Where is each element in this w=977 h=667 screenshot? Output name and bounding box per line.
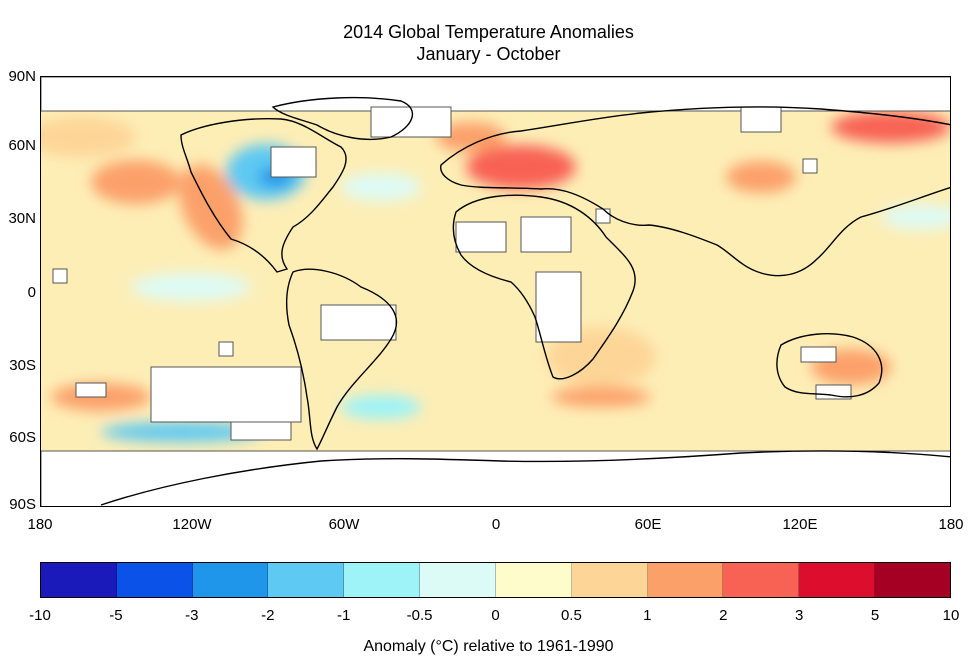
colorbar-segment (116, 563, 193, 597)
colorbar-tick-label: -2 (261, 607, 275, 624)
colorbar-caption: Anomaly (°C) relative to 1961-1990 (363, 638, 614, 655)
no-data-region (815, 384, 852, 400)
coastline-australia (776, 333, 883, 398)
no-data-region (75, 382, 107, 398)
colorbar-tick-label: 3 (794, 607, 804, 624)
anomaly-field (41, 111, 950, 442)
no-data-region (455, 221, 507, 253)
anomaly-patch (551, 387, 651, 407)
colorbar-tick-label: 0.5 (560, 607, 582, 624)
no-data-region (800, 346, 837, 363)
map-canvas (41, 77, 950, 506)
coastlines (100, 96, 950, 506)
anomaly-patch (179, 164, 243, 250)
anomaly-patch (101, 422, 261, 442)
lon-label-0: 0 (491, 516, 501, 533)
no-data-region (218, 341, 234, 357)
no-data-region (230, 421, 292, 441)
map-subtitle: January - October (416, 44, 561, 64)
no-data-region (41, 77, 950, 112)
colorbar-segment (420, 563, 496, 597)
colorbar-segment (268, 563, 345, 597)
map-title: 2014 Global Temperature Anomalies (343, 22, 634, 42)
coastline-eurasia (440, 106, 950, 277)
no-data-region (595, 208, 611, 224)
anomaly-patch (41, 117, 136, 157)
no-data-region (270, 146, 317, 178)
colorbar-tick-label: -3 (185, 607, 199, 624)
anomaly-patch (341, 173, 421, 201)
world-anomaly-map (40, 76, 951, 507)
anomaly-patch (91, 160, 181, 204)
lon-label-60e: 60E (634, 516, 662, 533)
colorbar-tick-label: -10 (29, 607, 51, 624)
colorbar-segment (799, 563, 876, 597)
anomaly-patch (341, 395, 421, 419)
no-data-region (320, 304, 397, 341)
anomaly-patch (436, 122, 506, 152)
lon-label-60w: 60W (328, 516, 360, 533)
no-data-region (41, 450, 950, 506)
lat-label-90s: 90S (9, 496, 36, 513)
lat-label-60s: 60S (9, 429, 36, 446)
coastline-greenland (271, 96, 414, 140)
lon-label-180w: 180 (27, 516, 53, 533)
colorbar-tick-label: -5 (109, 607, 123, 624)
coastline-south-america (285, 268, 398, 451)
colorbar-tick-label: -0.5 (406, 607, 433, 624)
coastline-north-america (180, 117, 347, 273)
colorbar-segment (875, 563, 950, 597)
no-data-region (150, 366, 302, 423)
lon-label-120w: 120W (172, 516, 212, 533)
anomaly-patch (726, 161, 796, 193)
anomaly-patch (466, 145, 576, 189)
colorbar-segment (571, 563, 648, 597)
no-data-region (52, 268, 68, 284)
lat-label-90n: 90N (8, 68, 36, 85)
colorbar-tick-label: 1 (643, 607, 652, 624)
lat-label-60n: 60N (8, 137, 36, 154)
colorbar-tick-label: 5 (870, 607, 880, 624)
no-data-region (370, 106, 452, 138)
colorbar-tick-label: -1 (336, 607, 351, 624)
colorbar-segment (723, 563, 800, 597)
coastline-africa (452, 194, 636, 380)
colorbar-segment (192, 563, 269, 597)
coastline-antarctica (100, 450, 950, 506)
colorbar-segment (344, 563, 421, 597)
colorbar-tick-label: 10 (942, 607, 960, 624)
anomaly-patch (881, 205, 950, 229)
colorbar-segment (41, 563, 117, 597)
lon-label-120e: 120E (782, 516, 818, 533)
no-data-region (802, 158, 818, 174)
no-data-region (535, 271, 582, 343)
lat-label-30s: 30S (9, 357, 36, 374)
colorbar-segment (495, 563, 572, 597)
lat-label-equator: 0 (27, 284, 36, 301)
lon-label-180e: 180 (938, 516, 964, 533)
anomaly-colorbar (40, 562, 951, 598)
lat-label-30n: 30N (8, 210, 36, 227)
colorbar-tick-label: 2 (719, 607, 728, 624)
colorbar-segment (647, 563, 724, 597)
no-data-region (740, 106, 782, 133)
no-data-region (520, 216, 572, 253)
anomaly-patch (131, 273, 251, 301)
colorbar-tick-label: 0 (491, 607, 500, 624)
